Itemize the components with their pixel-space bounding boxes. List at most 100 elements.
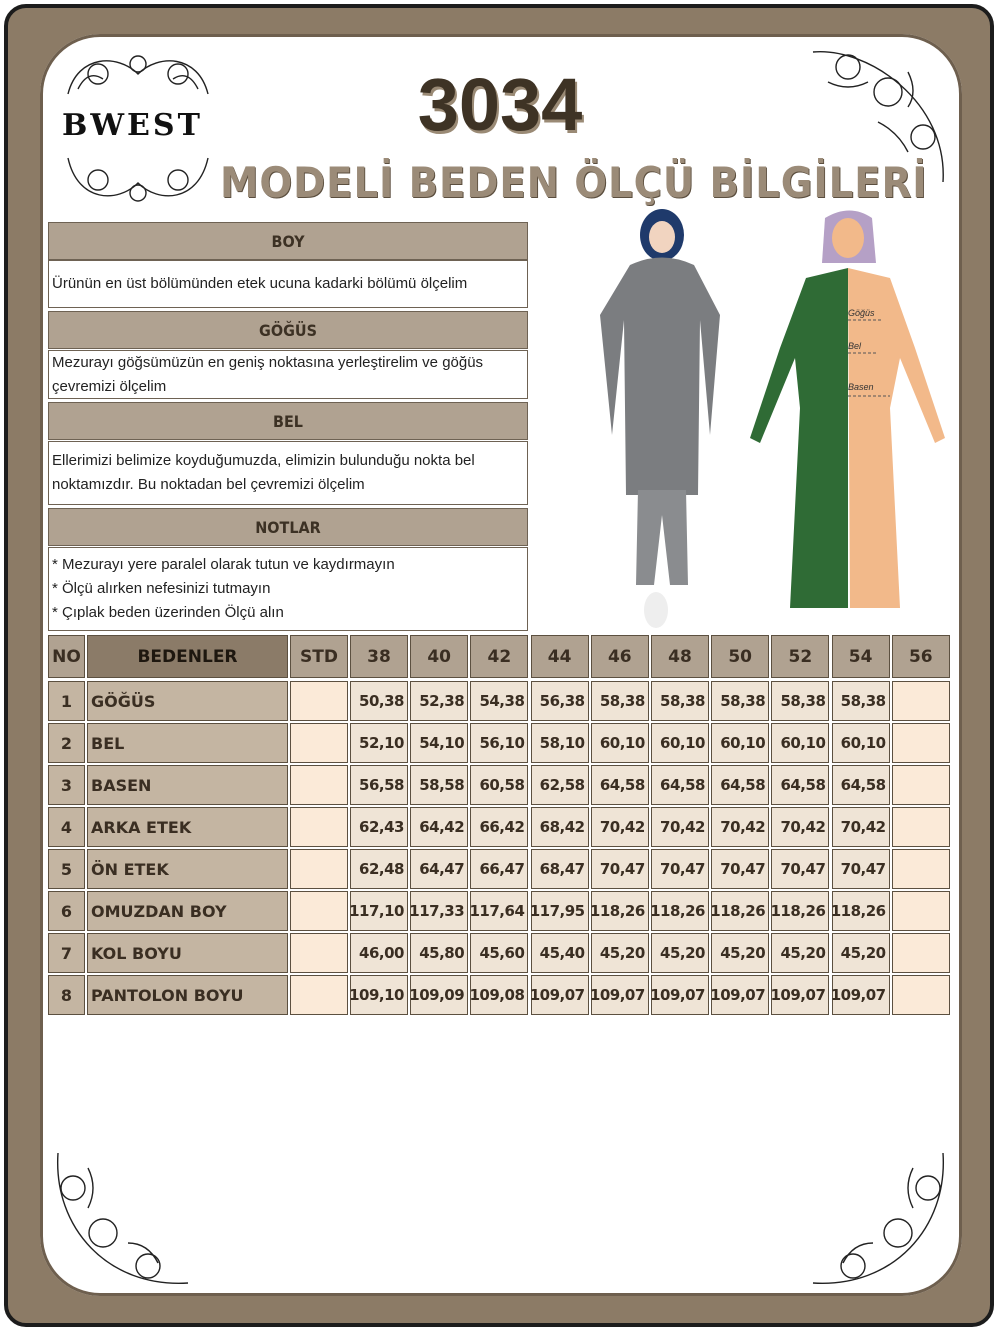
value-cell: 60,10: [831, 723, 890, 763]
value-cell: 117,95: [530, 891, 589, 931]
std-cell: [290, 723, 348, 763]
section-text-line: Ellerimizi belimize koyduğumuzda, elimiz…: [52, 452, 475, 469]
row-label: ARKA ETEK: [87, 807, 288, 847]
row-label: OMUZDAN BOY: [87, 891, 288, 931]
header-size-42: 42: [470, 635, 529, 678]
section-heading: BEL: [48, 402, 528, 440]
row-number: 8: [48, 975, 85, 1015]
value-cell: 109,07: [650, 975, 709, 1015]
section-text-line: * Ölçü alırken nefesinizi tutmayın: [52, 580, 271, 597]
value-cell: [891, 723, 950, 763]
waist-label: Bel: [848, 341, 862, 351]
value-cell: 45,60: [470, 933, 529, 973]
header-size-56: 56: [891, 635, 950, 678]
value-cell: 64,47: [410, 849, 469, 889]
value-cell: 117,64: [470, 891, 529, 931]
value-cell: 68,42: [530, 807, 589, 847]
section-text-line: * Mezurayı yere paralel olarak tutun ve …: [52, 556, 395, 573]
hip-label: Basen: [848, 382, 874, 392]
std-cell: [290, 891, 348, 931]
value-cell: 58,38: [771, 681, 830, 721]
value-cell: 64,58: [771, 765, 830, 805]
value-cell: 45,40: [530, 933, 589, 973]
header-size-48: 48: [651, 635, 709, 678]
value-cell: 109,07: [530, 975, 589, 1015]
value-cell: 62,43: [350, 807, 408, 847]
header-size-50: 50: [711, 635, 770, 678]
std-cell: [290, 933, 348, 973]
value-cell: 56,38: [530, 681, 589, 721]
value-cell: 52,10: [350, 723, 408, 763]
value-cell: 109,07: [831, 975, 890, 1015]
value-cell: 117,33: [409, 891, 469, 931]
ornament-top-left-icon: [67, 55, 209, 95]
value-cell: [891, 681, 950, 721]
std-cell: [290, 765, 348, 805]
value-cell: 66,42: [470, 807, 529, 847]
page-subtitle: MODELİ BEDEN ÖLÇÜ BİLGİLERİ: [220, 158, 928, 207]
std-cell: [290, 681, 348, 721]
row-number: 3: [48, 765, 85, 805]
value-cell: 45,20: [711, 933, 770, 973]
value-cell: [891, 891, 950, 931]
value-cell: 64,58: [711, 765, 770, 805]
value-cell: 64,58: [651, 765, 709, 805]
value-cell: 66,47: [470, 849, 529, 889]
section-heading: NOTLAR: [48, 508, 528, 546]
row-label: KOL BOYU: [87, 933, 288, 973]
value-cell: 64,42: [410, 807, 469, 847]
value-cell: 70,42: [590, 807, 649, 847]
section-text: * Mezurayı yere paralel olarak tutun ve …: [48, 547, 528, 631]
value-cell: 60,10: [711, 723, 770, 763]
value-cell: 118,26: [650, 891, 709, 931]
value-cell: 118,26: [771, 891, 830, 931]
value-cell: 64,58: [831, 765, 890, 805]
ornament-bottom-right-icon: [812, 1152, 944, 1284]
value-cell: 50,38: [350, 681, 408, 721]
value-cell: 64,58: [590, 765, 649, 805]
std-cell: [290, 975, 348, 1015]
brand-logo: BWEST: [62, 108, 203, 143]
value-cell: 70,47: [711, 849, 770, 889]
section-heading: GÖĞÜS: [48, 311, 528, 349]
section-text: Mezurayı göğsümüzün en geniş noktasına y…: [48, 350, 528, 399]
value-cell: 45,20: [771, 933, 830, 973]
row-number: 1: [48, 681, 85, 721]
section-text-line: noktamızdır. Bu noktadan bel çevremizi ö…: [52, 476, 365, 493]
row-label: BASEN: [87, 765, 288, 805]
value-cell: 109,07: [590, 975, 649, 1015]
value-cell: 70,42: [831, 807, 890, 847]
value-cell: 58,58: [410, 765, 469, 805]
row-number: 4: [48, 807, 85, 847]
section-text: Ellerimizi belimize koyduğumuzda, elimiz…: [48, 441, 528, 505]
row-number: 6: [48, 891, 85, 931]
value-cell: 62,48: [350, 849, 408, 889]
value-cell: 54,10: [410, 723, 469, 763]
header-size-46: 46: [590, 635, 649, 678]
header-no: NO: [48, 635, 85, 678]
body-measurement-figure: Göğüs Bel Basen: [750, 210, 945, 608]
value-cell: 45,20: [831, 933, 890, 973]
value-cell: 109,07: [771, 975, 830, 1015]
value-cell: 109,10: [349, 975, 408, 1015]
value-cell: 109,09: [409, 975, 469, 1015]
value-cell: 45,80: [410, 933, 469, 973]
value-cell: 70,47: [831, 849, 890, 889]
value-cell: 58,38: [651, 681, 709, 721]
value-cell: 70,42: [771, 807, 830, 847]
header-size-40: 40: [410, 635, 469, 678]
value-cell: 109,08: [470, 975, 529, 1015]
value-cell: 58,38: [831, 681, 890, 721]
value-cell: [891, 807, 950, 847]
section-text-line: Mezurayı göğsümüzün en geniş noktasına y…: [52, 353, 484, 371]
value-cell: 58,10: [530, 723, 589, 763]
value-cell: 118,26: [590, 891, 649, 931]
value-cell: 118,26: [831, 891, 890, 931]
header-bedenler: BEDENLER: [87, 635, 288, 678]
value-cell: [891, 933, 950, 973]
value-cell: 118,26: [710, 891, 770, 931]
value-cell: 70,47: [651, 849, 709, 889]
value-cell: 52,38: [410, 681, 469, 721]
header-size-54: 54: [831, 635, 890, 678]
value-cell: 54,38: [470, 681, 529, 721]
